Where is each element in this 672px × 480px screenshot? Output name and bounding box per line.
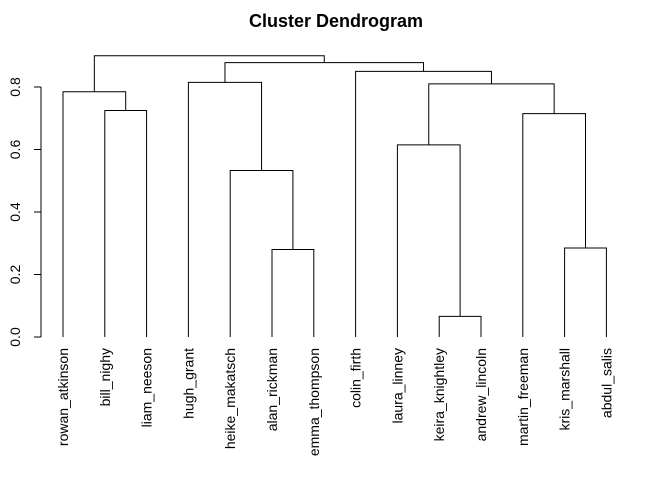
dendrogram-merge-branch (438, 315, 482, 337)
y-axis: 0.0 0.2 0.4 0.6 0.8 (7, 77, 42, 347)
dendrogram-merge-branch (271, 249, 315, 337)
dendrogram-merge-branch (62, 91, 127, 337)
dendrogram-merge-branch (355, 70, 492, 337)
leaf-label: kris_marshall (557, 348, 573, 430)
leaf-label: heike_makatsch (222, 348, 238, 449)
dendrogram-merge-branch (564, 247, 607, 337)
leaf-label: martin_freeman (515, 348, 531, 446)
y-tick-label: 0.8 (7, 77, 23, 97)
y-tick-label: 0.4 (7, 202, 23, 222)
dendrogram-merge-branch (224, 62, 425, 83)
leaf-label: andrew_lincoln (473, 348, 489, 441)
leaf-labels: rowan_atkinson bill_nighy liam_neeson hugh_… (55, 348, 614, 456)
leaf-label: liam_neeson (139, 348, 155, 427)
leaf-label: keira_knightley (431, 348, 447, 441)
leaf-label: laura_linney (389, 348, 405, 424)
dendrogram-merge-branch (522, 113, 586, 337)
leaf-label: colin_firth (348, 348, 364, 408)
leaf-label: alan_rickman (264, 348, 280, 431)
dendrogram-merge-branch (104, 109, 148, 337)
leaf-label: rowan_atkinson (55, 348, 71, 446)
leaf-label: abdul_salis (598, 348, 614, 418)
dendrogram-merge-branch (396, 144, 461, 337)
dendrogram-merge-branch (229, 169, 294, 337)
dendrogram-merge-branch (428, 83, 555, 145)
leaf-label: hugh_grant (180, 348, 196, 419)
leaf-label: bill_nighy (97, 348, 113, 406)
y-tick-label: 0.2 (7, 265, 23, 285)
y-tick-label: 0.0 (7, 327, 23, 347)
dendrogram-branches (62, 55, 607, 337)
leaf-label: emma_thompson (306, 348, 322, 456)
y-tick-label: 0.6 (7, 140, 23, 160)
dendrogram-merge-branch (187, 81, 263, 337)
chart-title: Cluster Dendrogram (249, 11, 423, 31)
dendrogram-merge-branch (93, 55, 325, 92)
